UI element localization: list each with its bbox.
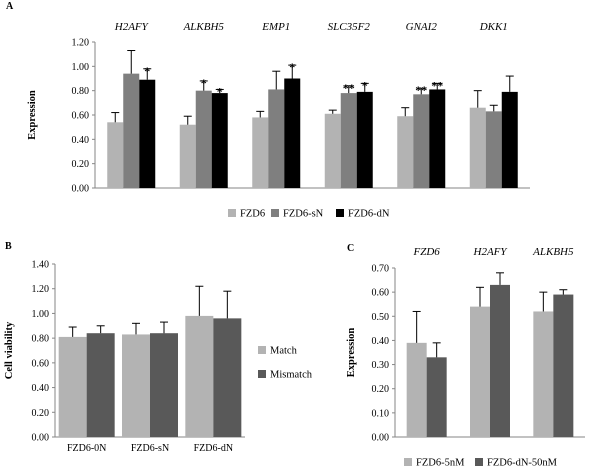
y-tick-label: 0.70	[372, 264, 390, 275]
y-tick-label: 0.30	[372, 360, 390, 371]
bar	[284, 78, 301, 188]
y-tick-label: 0.00	[32, 433, 50, 444]
significance-marker: *	[144, 64, 150, 78]
bar	[533, 311, 554, 437]
bar	[470, 306, 490, 437]
significance-marker: **	[343, 81, 355, 95]
bar	[501, 91, 518, 188]
bar	[213, 318, 242, 437]
y-tick-label: 0.40	[72, 135, 90, 146]
category-label: FZD6	[413, 246, 441, 258]
bar	[340, 93, 357, 188]
bar	[211, 93, 228, 188]
significance-marker: *	[217, 84, 223, 98]
legend-swatch	[228, 209, 236, 217]
legend-swatch	[404, 458, 412, 466]
y-tick-label: 0.20	[32, 408, 50, 419]
legend-label: Match	[270, 346, 298, 357]
y-tick-label: 0.20	[72, 159, 90, 170]
category-label: SLC35F2	[328, 21, 371, 33]
legend-label: FZD6	[240, 209, 265, 220]
y-tick-label: 1.40	[32, 260, 50, 271]
y-tick-label: 0.80	[32, 334, 50, 345]
panel-label-c: C	[347, 243, 354, 254]
y-tick-label: 0.40	[32, 383, 50, 394]
y-tick-label: 1.20	[32, 284, 50, 295]
significance-marker: *	[201, 76, 207, 90]
bar	[426, 357, 447, 437]
category-label: H2AFY	[114, 21, 150, 33]
chart-a: 0.00 0.20 0.40 0.60 0.80 1.00 1.20 Expression * H…	[27, 21, 530, 220]
y-axis-title: Cell viability	[4, 321, 15, 379]
bar	[469, 107, 486, 188]
category-label: EMP1	[261, 21, 290, 33]
bar	[413, 94, 430, 188]
bar	[122, 334, 150, 437]
bar	[553, 294, 574, 437]
bar	[356, 91, 373, 188]
y-tick-label: 1.00	[72, 62, 90, 73]
bar	[252, 117, 269, 188]
legend-swatch	[258, 346, 266, 354]
bar	[429, 89, 446, 188]
category-label: H2AFY	[473, 246, 509, 258]
bar	[150, 333, 178, 437]
bar	[324, 113, 341, 188]
chart-c: 0.00 0.10 0.20 0.30 0.40 0.50 0.60 0.70 Expressi…	[346, 246, 585, 466]
bar	[179, 124, 196, 188]
panel-label-a: A	[6, 1, 14, 12]
y-tick-label: 0.40	[372, 336, 390, 347]
legend-swatch	[336, 209, 344, 217]
bar	[107, 122, 124, 188]
y-tick-label: 0.10	[372, 408, 390, 419]
y-tick-label: 0.60	[72, 111, 90, 122]
y-tick-label: 1.00	[32, 309, 50, 320]
y-axis-title: Expression	[346, 328, 357, 378]
significance-marker: *	[289, 60, 295, 74]
legend-label: FZD6-sN	[283, 209, 324, 220]
y-tick-label: 0.60	[372, 288, 390, 299]
y-tick-label: 0.20	[372, 384, 390, 395]
category-label: ALKBH5	[183, 21, 225, 33]
legend-swatch	[475, 458, 483, 466]
bar	[195, 90, 212, 188]
significance-marker: **	[415, 83, 427, 97]
panel-label-b: B	[5, 241, 12, 252]
y-axis-title: Expression	[27, 90, 38, 140]
bar	[86, 333, 115, 437]
legend-swatch	[271, 209, 279, 217]
y-tick-label: 0.50	[372, 312, 390, 323]
chart-b: 0.00 0.20 0.40 0.60 0.80 1.00 1.20 1.40 Cell via…	[4, 260, 313, 455]
category-label: FZD6-dN	[194, 443, 233, 454]
legend-label: Mismatch	[270, 370, 313, 381]
legend-swatch	[258, 370, 266, 378]
y-tick-label: 0.80	[72, 86, 90, 97]
bar	[268, 89, 285, 188]
significance-marker: **	[431, 78, 443, 92]
bar	[58, 336, 87, 437]
category-label: FZD6-sN	[131, 443, 169, 454]
bar	[406, 342, 427, 437]
legend-label: FZD6-5nM	[416, 458, 465, 466]
bar	[490, 284, 510, 437]
y-tick-label: 1.20	[72, 38, 90, 49]
y-tick-label: 0.60	[32, 358, 50, 369]
y-tick-label: 0.00	[372, 433, 390, 444]
category-label: ALKBH5	[532, 246, 574, 258]
y-tick-label: 0.00	[72, 184, 90, 195]
category-label: FZD6-0N	[67, 443, 106, 454]
significance-marker: *	[362, 78, 368, 92]
bar	[123, 73, 140, 188]
category-label: GNAI2	[406, 21, 438, 33]
legend-label: FZD6-dN-50nM	[487, 458, 558, 466]
category-label: DKK1	[479, 21, 508, 33]
bar	[397, 116, 414, 188]
bar	[139, 79, 156, 188]
bar	[485, 111, 502, 188]
legend-label: FZD6-dN	[348, 209, 390, 220]
bar	[185, 315, 214, 437]
